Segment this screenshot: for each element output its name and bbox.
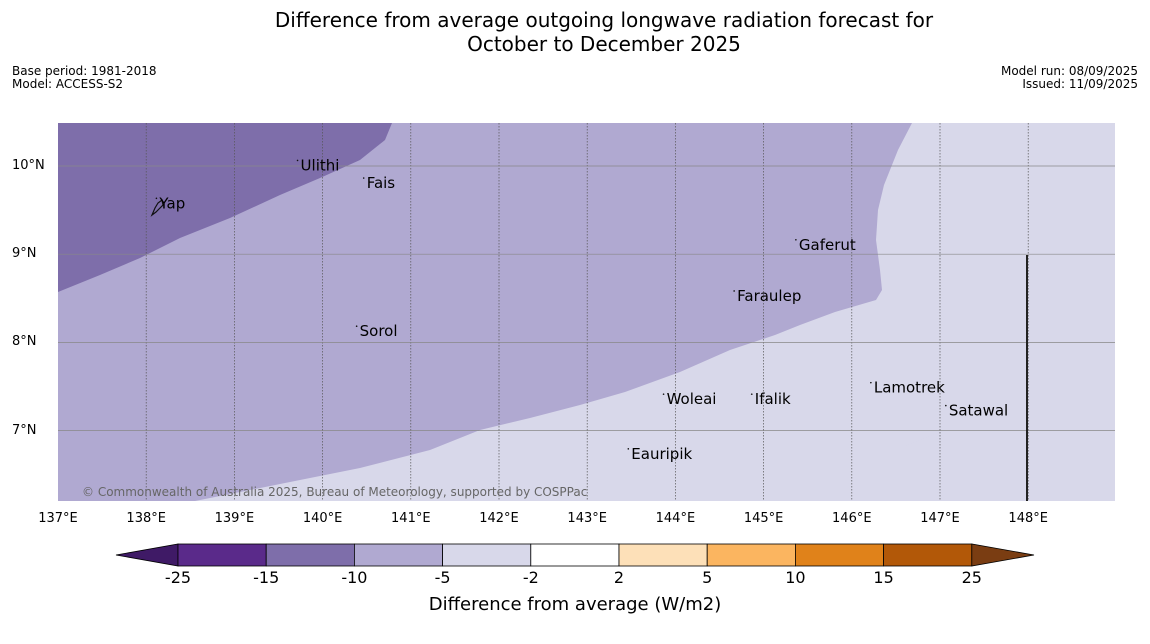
colorbar-swatch [265, 543, 355, 567]
y-tick-label: 9°N [12, 246, 37, 262]
colorbar-extend-max [971, 543, 1035, 567]
colorbar-swatch [177, 543, 267, 567]
island-marker [945, 404, 947, 407]
copyright-text: © Commonwealth of Australia 2025, Bureau… [82, 485, 587, 499]
model-run-text: Model run: 08/09/2025 [1000, 64, 1138, 78]
colorbar-swatch [706, 543, 796, 567]
colorbar-tick-label: -2 [522, 568, 539, 587]
place-label-ifalik[interactable]: Ifalik [755, 390, 791, 408]
model-text: Model: ACCESS-S2 [12, 77, 124, 91]
place-label-satawal[interactable]: Satawal [949, 402, 1008, 420]
colorbar-tick-label: 25 [961, 568, 982, 587]
meta-right: Model run: 08/09/2025 Issued: 11/09/2025 [1001, 65, 1138, 91]
island-marker [662, 393, 665, 395]
meta-left: Base period: 1981-2018 Model: ACCESS-S2 [12, 65, 157, 91]
anomaly-band-light-lower [600, 312, 1115, 501]
x-tick-label: 148°E [1008, 511, 1048, 526]
place-labels: Ulithi Fais Yap Gaferut Faraulep Sorol Woleai I… [155, 156, 1008, 463]
x-tick-label: 144°E [655, 511, 696, 526]
x-tick-label: 141°E [391, 511, 431, 526]
yap-island-shape [150, 198, 164, 217]
place-label-lamotrek[interactable]: Lamotrek [874, 379, 945, 397]
graticule [58, 123, 1115, 501]
island-marker [362, 177, 365, 179]
y-tick-label: 8°N [12, 334, 37, 350]
place-label-gaferut[interactable]: Gaferut [799, 236, 856, 254]
colorbar-tick-label: -15 [253, 568, 280, 587]
x-tick-label: 138°E [126, 511, 166, 526]
colorbar-tick-label: -5 [434, 568, 451, 587]
colorbar-tick-label: 15 [873, 568, 894, 587]
x-tick-label: 143°E [567, 511, 607, 526]
colorbar-swatch [442, 543, 532, 567]
base-period-text: Base period: 1981-2018 [12, 64, 157, 78]
place-label-ulithi[interactable]: Ulithi [301, 156, 340, 174]
colorbar-swatch [795, 543, 885, 567]
title-line-1: Difference from average outgoing longwav… [274, 8, 934, 32]
issued-text: Issued: 11/09/2025 [1022, 77, 1138, 91]
colorbar [115, 543, 1035, 567]
colorbar-tick-label: 2 [613, 568, 625, 587]
place-label-fais[interactable]: Fais [367, 174, 396, 192]
colorbar-swatch [530, 543, 620, 567]
island-marker [733, 290, 735, 292]
colorbar-label: Difference from average (W/m2) [428, 594, 722, 615]
place-label-woleai[interactable]: Woleai [667, 390, 717, 408]
title-line-2: October to December 2025 [467, 32, 741, 56]
colorbar-swatch [618, 543, 708, 567]
place-label-eauripik[interactable]: Eauripik [631, 445, 692, 463]
place-label-faraulep[interactable]: Faraulep [737, 287, 801, 305]
x-tick-label: 137°E [38, 511, 78, 526]
x-tick-label: 147°E [920, 511, 960, 526]
island-marker [355, 325, 358, 328]
island-marker [296, 159, 299, 162]
colorbar-extend-min [115, 543, 179, 567]
island-marker [870, 381, 872, 384]
x-tick-label: 146°E [832, 511, 872, 526]
colorbar-tick-label: -25 [164, 568, 192, 587]
y-tick-label: 10°N [12, 158, 45, 173]
island-marker [795, 238, 797, 241]
x-tick-label: 140°E [302, 511, 343, 526]
x-tick-label: 139°E [214, 511, 255, 526]
y-tick-label: 7°N [12, 422, 37, 438]
map-title: Difference from average outgoing longwav… [0, 8, 1150, 56]
place-label-yap[interactable]: Yap [158, 194, 185, 212]
place-label-sorol[interactable]: Sorol [360, 322, 398, 340]
x-tick-label: 142°E [479, 511, 519, 526]
colorbar-tick-label: 5 [702, 568, 713, 587]
anomaly-band-dark [58, 123, 392, 292]
colorbar-tick-label: 10 [785, 568, 806, 587]
colorbar-swatch [353, 543, 443, 567]
island-marker [155, 197, 158, 200]
x-tick-label: 145°E [743, 511, 784, 526]
island-marker [750, 393, 753, 395]
colorbar-swatch [883, 543, 973, 567]
map-area: Ulithi Fais Yap Gaferut Faraulep Sorol Woleai I… [58, 123, 1115, 501]
island-marker [627, 448, 630, 450]
anomaly-band-medium [58, 123, 912, 501]
colorbar-tick-label: -10 [341, 568, 368, 587]
